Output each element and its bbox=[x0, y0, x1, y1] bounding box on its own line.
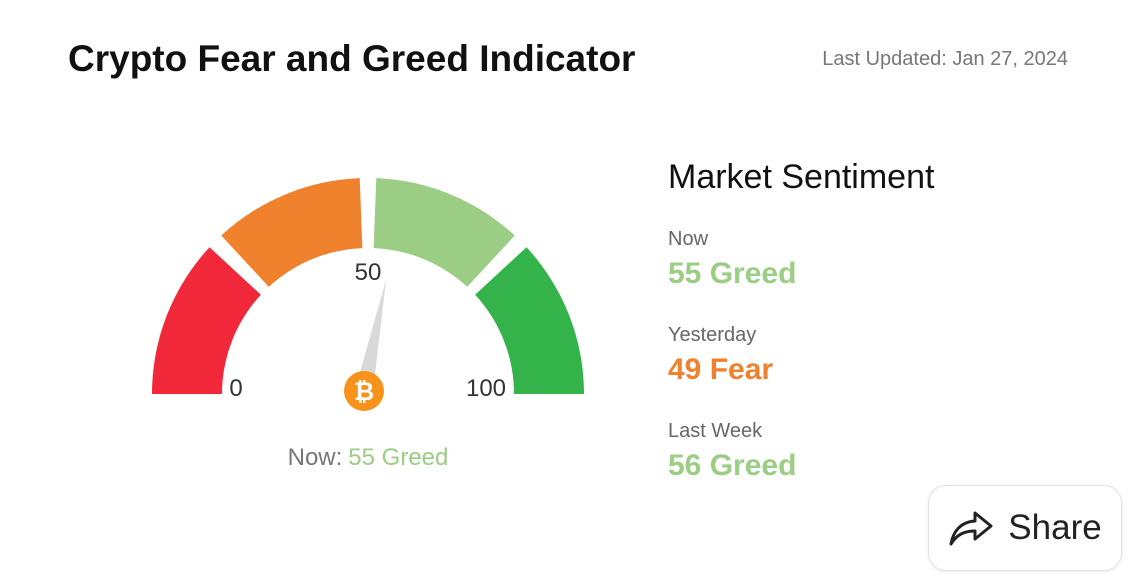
last-updated-text: Last Updated: Jan 27, 2024 bbox=[822, 48, 1068, 70]
sentiment-yesterday: Yesterday 49 Fear bbox=[668, 324, 773, 387]
gauge-now-readout: Now: 55 Greed bbox=[0, 444, 736, 472]
market-sentiment-panel: Market Sentiment Now 55 Greed Yesterday … bbox=[668, 158, 935, 482]
share-arrow-icon bbox=[949, 511, 993, 546]
gauge-mid-label: 50 bbox=[355, 259, 382, 286]
sentiment-now-label: Now bbox=[668, 228, 709, 250]
gauge-segment-fear bbox=[221, 178, 363, 287]
gauge-svg: 0 50 100 ₿ bbox=[152, 178, 584, 411]
share-button[interactable]: Share bbox=[928, 485, 1122, 571]
bitcoin-glyph: ₿ bbox=[354, 377, 374, 406]
gauge-min-label: 0 bbox=[229, 375, 242, 402]
sentiment-yesterday-label: Yesterday bbox=[668, 324, 757, 346]
sentiment-last-week-value: 56 Greed bbox=[668, 449, 797, 482]
gauge-segment-extreme-greed bbox=[475, 247, 584, 394]
gauge-now-label: Now: bbox=[287, 444, 343, 471]
gauge-segments bbox=[152, 178, 584, 394]
gauge-segment-greed bbox=[373, 178, 515, 287]
gauge-now-value: 55 Greed bbox=[348, 444, 449, 471]
sentiment-last-week-label: Last Week bbox=[668, 420, 763, 442]
sentiment-last-week: Last Week 56 Greed bbox=[668, 420, 796, 483]
gauge-max-label: 100 bbox=[466, 375, 506, 402]
market-sentiment-title: Market Sentiment bbox=[668, 158, 935, 196]
page-title: Crypto Fear and Greed Indicator bbox=[68, 38, 636, 79]
sentiment-yesterday-value: 49 Fear bbox=[668, 353, 774, 386]
fear-greed-gauge: 0 50 100 ₿ bbox=[152, 178, 584, 411]
gauge-needle bbox=[355, 279, 387, 393]
share-button-label: Share bbox=[1008, 508, 1102, 547]
gauge-segment-extreme-fear bbox=[152, 247, 261, 394]
sentiment-now-value: 55 Greed bbox=[668, 257, 797, 290]
bitcoin-icon: ₿ bbox=[344, 371, 384, 411]
sentiment-now: Now 55 Greed bbox=[668, 228, 796, 291]
